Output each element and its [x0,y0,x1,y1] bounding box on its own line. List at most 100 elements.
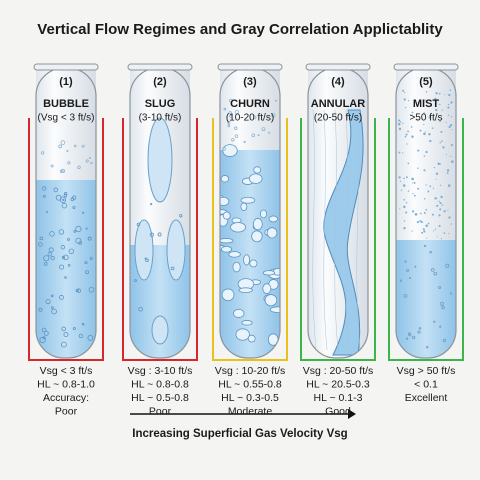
bubble [61,168,66,173]
tube-note: Poor [55,405,78,417]
churn-blob [251,230,263,243]
bubble [50,294,54,298]
tube-name: ANNULAR [311,98,365,110]
bubble [61,255,66,260]
streak [334,109,339,351]
bubble [85,159,89,163]
droplet [403,205,406,209]
droplet [446,169,450,172]
bubble [50,164,54,168]
droplet [431,213,434,216]
droplet [439,202,442,205]
tube-rim [33,63,99,71]
droplet [425,224,428,227]
droplet [434,228,437,231]
droplet [425,208,428,211]
droplet [441,109,443,111]
tube-note: Poor [149,405,172,417]
droplet [416,220,419,224]
droplet [442,146,445,149]
bubble [87,335,94,341]
tube-name: MIST [413,98,440,110]
droplet [404,135,407,138]
streak [312,109,317,351]
bubble [251,133,256,138]
bubble [84,261,88,265]
bubble [90,161,93,165]
churn-blob [249,259,258,268]
churn-blob [230,222,247,233]
bubble [231,138,235,142]
droplet [419,220,422,223]
droplet [450,101,453,104]
bubble [66,149,69,153]
bubble [445,263,450,268]
droplet [398,119,401,122]
tube-note: Moderate [228,405,273,417]
tube-note: Vsg : 20-50 ft/s [303,365,374,377]
bubble [399,279,403,282]
bubble [58,144,63,149]
tube-range: (10-20 ft/s) [226,113,274,124]
droplet [399,208,401,210]
bubble [43,261,48,266]
droplet [422,228,425,231]
bubble [50,256,55,261]
droplet [425,184,427,186]
tube-name: SLUG [145,98,176,110]
bubble [42,186,47,191]
droplet [403,199,406,201]
droplet [400,189,403,191]
liquid [396,240,456,358]
droplet [447,209,449,211]
bubble [53,187,59,193]
droplet [448,216,451,219]
droplet [439,208,442,211]
bubble [67,238,70,241]
tube-note: HL ~ 20.5-0.3 [306,378,370,390]
bracket [388,118,464,361]
droplet [423,212,426,214]
churn-blob [232,261,241,273]
bubble [70,197,75,202]
droplet [428,116,431,119]
tube-number: (5) [419,76,433,88]
bubble [68,248,75,254]
bubble [75,237,82,244]
streak [356,109,361,351]
droplet [410,126,413,128]
bubble [38,242,43,247]
droplet [423,198,426,200]
bubble [61,202,68,209]
bracket [300,118,376,361]
droplet [427,190,430,193]
bubble [45,299,51,305]
bubble [403,293,408,298]
droplet [398,127,402,131]
tube-name: CHURN [230,98,270,110]
bubble [60,140,66,146]
droplet [434,97,437,101]
tube-note: Vsg < 3 ft/s [40,365,93,377]
droplet [438,224,441,228]
churn-blob [233,308,245,318]
droplet [412,210,415,213]
bubble [408,276,411,279]
bubble [72,326,76,330]
bubble [149,232,155,237]
title: Vertical Flow Regimes and Gray Correlati… [37,21,443,38]
churn-blob [248,173,263,184]
fluid [130,117,190,358]
fluid [220,98,280,358]
bubble [62,254,69,261]
droplet [397,122,401,126]
bubble [425,345,429,349]
droplet [446,172,449,175]
churn-blob [240,202,248,211]
bubble [59,169,64,174]
churn-blob [221,288,235,302]
bubble [234,109,240,115]
droplet [436,236,438,238]
bubble [85,227,88,230]
churn-blob [269,306,280,314]
